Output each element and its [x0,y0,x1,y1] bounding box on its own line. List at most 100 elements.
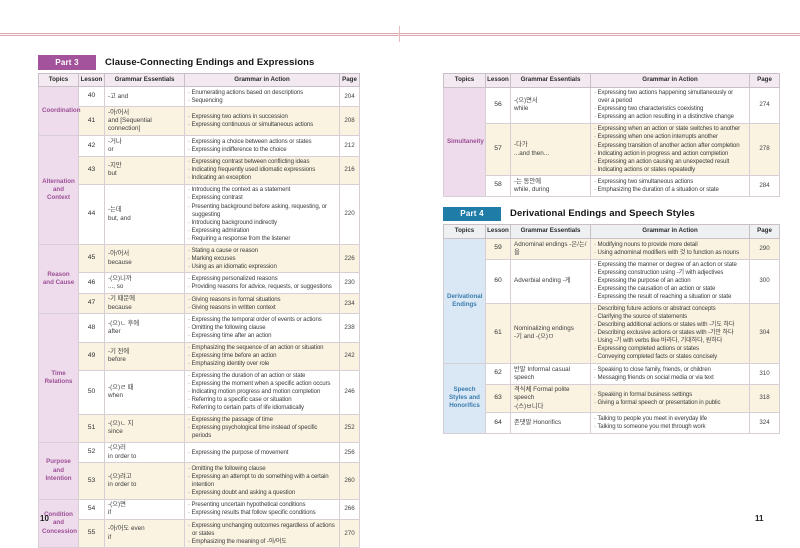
grammar-essentials-cell: -는데 but, and [105,184,185,244]
lesson-number-cell: 52 [79,442,105,463]
page-ref-cell: 252 [340,414,360,442]
grammar-essentials-cell: Adnominal endings -은/는/을 [511,239,591,260]
page-ref-cell: 226 [340,245,360,273]
column-header: Grammar in Action [185,73,340,87]
action-item: · Referring to certain parts of life idi… [188,404,336,412]
page-ref-cell: 208 [340,107,360,136]
page-ref-cell: 234 [340,293,360,314]
action-item: · Emphasizing the sequence of an action … [188,344,336,352]
action-item: · Expressing indifference to the choice [188,146,336,154]
lesson-number-cell: 54 [79,499,105,520]
column-header: Page [750,225,780,239]
column-header: Grammar Essentials [105,73,185,87]
action-item: · Messaging friends on social media or v… [594,374,746,382]
column-header: Lesson [486,74,511,88]
grammar-essentials-cell: -(으)니까 ..., so [105,273,185,294]
grammar-in-action-cell: · Expressing unchanging outcomes regardl… [185,520,340,548]
grammar-essentials-cell: -(으)ㄴ 후에 after [105,314,185,342]
grammar-essentials-cell: -(으)면 if [105,499,185,520]
grammar-essentials-cell: -아/어도 even if [105,520,185,548]
action-item: · Talking to someone you met through wor… [594,423,746,431]
table-row: 55-아/어도 even if· Expressing unchanging o… [39,520,360,548]
grammar-in-action-cell: · Expressing a choice between actions or… [185,136,340,157]
lesson-number-cell: 53 [79,463,105,499]
action-item: · Conveying completed facts or states co… [594,353,746,361]
part3-header: Part 3 Clause-Connecting Endings and Exp… [38,55,360,70]
action-item: · Stating a cause or reason [188,247,336,255]
action-item: · Introducing background indirectly [188,219,336,227]
column-header: Topics [444,225,486,239]
action-item: · Expressing transition of another actio… [594,142,746,150]
grammar-essentials-cell: -는 동안에 while, during [511,176,591,197]
action-item: · Expressing the causation of an action … [594,285,746,293]
action-item: · Referring to a specific case or situat… [188,396,336,404]
column-header: Page [340,73,360,87]
topic-cell: Time Relations [39,314,79,442]
table-row: 58-는 동안에 while, during· Expressing two s… [444,176,780,197]
grammar-in-action-cell: · Expressing the passage of time· Expres… [185,414,340,442]
grammar-in-action-cell: · Enumerating actions based on descripti… [185,87,340,107]
topic-cell: Coordination [39,87,79,136]
action-item: · Expressing time before an action [188,352,336,360]
grammar-in-action-cell: · Expressing two simultaneous actions· E… [591,176,750,197]
grammar-in-action-cell: · Expressing the purpose of movement [185,442,340,463]
lesson-number-cell: 59 [486,239,511,260]
grammar-in-action-cell: · Speaking to close family, friends, or … [591,364,750,385]
column-header: Grammar Essentials [511,74,591,88]
grammar-essentials-cell: -고 and [105,87,185,107]
table-row: 57-다가 ...and then...· Expressing when an… [444,123,780,175]
page-ref-cell: 270 [340,520,360,548]
lesson-number-cell: 40 [79,87,105,107]
action-item: · Indicating action in progress and acti… [594,150,746,158]
page-ref-cell: 310 [750,364,780,385]
part4-header: Part 4 Derivational Endings and Speech S… [443,207,780,222]
grammar-in-action-cell: · Introducing the context as a statement… [185,184,340,244]
table-row: 43-지만 but· Expressing contrast between c… [39,156,360,184]
lesson-number-cell: 50 [79,370,105,414]
page-ref-cell: 324 [750,413,780,433]
grammar-in-action-cell: · Emphasizing the sequence of an action … [185,342,340,370]
lesson-number-cell: 64 [486,413,511,433]
fold-center-mark [399,26,400,42]
action-item: · Expressing an action causing an unexpe… [594,158,746,166]
grammar-in-action-cell: · Giving reasons in formal situations· G… [185,293,340,314]
grammar-essentials-cell: -(으)ㄴ 지 since [105,414,185,442]
page-ref-cell: 220 [340,184,360,244]
lesson-number-cell: 58 [486,176,511,197]
left-book-page: Part 3 Clause-Connecting Endings and Exp… [38,55,360,548]
action-item: · Expressing contrast between conflictin… [188,158,336,166]
action-item: · Marking excuses [188,255,336,263]
part3-badge: Part 3 [38,55,96,70]
page-ref-cell: 290 [750,239,780,260]
topic-cell: Derivational Endings [444,239,486,364]
topic-cell: Purpose and Intention [39,442,79,499]
action-item: · Expressing personalized reasons [188,275,336,283]
lesson-number-cell: 42 [79,136,105,157]
lesson-number-cell: 43 [79,156,105,184]
grammar-in-action-cell: · Expressing two actions happening simul… [591,87,750,123]
page-ref-cell: 304 [750,303,780,363]
grammar-in-action-cell: · Expressing the temporal order of event… [185,314,340,342]
action-item: · Using -기 with verbs like 바라다, 기대하다, 원하… [594,337,746,345]
grammar-in-action-cell: · Expressing two actions in succession· … [185,107,340,136]
action-item: · Expressing two actions in succession [188,113,336,121]
action-item: · Expressing when one action interrupts … [594,133,746,141]
lesson-number-cell: 51 [79,414,105,442]
lesson-number-cell: 49 [79,342,105,370]
page-ref-cell: 204 [340,87,360,107]
table-row: 49-기 전에 before· Emphasizing the sequence… [39,342,360,370]
action-item: · Expressing construction using -기 with … [594,269,746,277]
table-row: 41-아/어서 and [Sequential connection]· Exp… [39,107,360,136]
